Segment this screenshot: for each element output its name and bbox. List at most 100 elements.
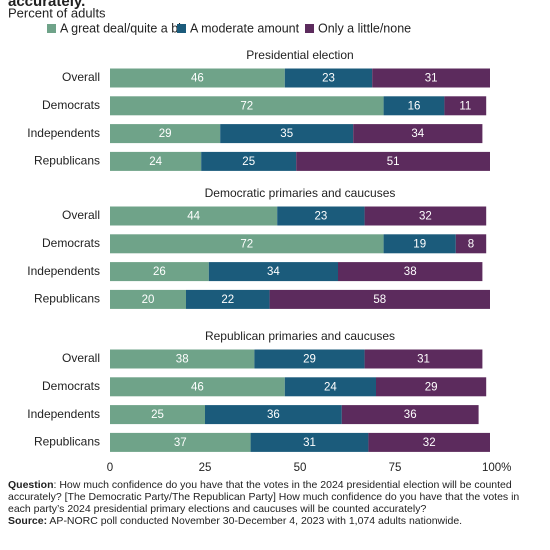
- value-label: 37: [174, 437, 187, 449]
- bar-segment: [208, 262, 338, 282]
- value-label: 26: [153, 266, 166, 278]
- bar-segment: [110, 124, 221, 144]
- bar-segment: [110, 151, 202, 171]
- bar-segment: [110, 405, 205, 425]
- bar-segment: [250, 432, 369, 452]
- bar-segment: [364, 349, 483, 369]
- value-label: 34: [411, 128, 424, 140]
- bar-segment: [201, 151, 297, 171]
- legend-label: Only a little/none: [318, 21, 411, 35]
- value-label: 51: [387, 156, 400, 168]
- y-tick-label: Republicans: [34, 292, 100, 306]
- legend-label: A great deal/quite a bit: [60, 21, 185, 35]
- value-label: 72: [240, 238, 253, 250]
- value-label: 35: [280, 128, 293, 140]
- bar-segment: [186, 289, 270, 309]
- chart-subtitle: Percent of adults: [8, 5, 106, 20]
- value-label: 31: [417, 354, 430, 366]
- bar-segment: [110, 68, 285, 88]
- bar-segment: [383, 234, 456, 254]
- y-tick-label: Independents: [27, 126, 100, 140]
- source-label: Source:: [8, 515, 48, 527]
- value-label: 32: [423, 437, 436, 449]
- y-tick-label: Overall: [62, 70, 100, 84]
- value-label: 58: [373, 294, 386, 306]
- bar-segment: [296, 151, 490, 171]
- x-tick-label: 75: [389, 462, 402, 474]
- y-tick-label: Republicans: [34, 154, 100, 168]
- y-tick-label: Overall: [62, 208, 100, 222]
- bar-segment: [254, 349, 365, 369]
- bar-segment: [205, 405, 342, 425]
- y-tick-label: Democrats: [42, 236, 100, 250]
- chart-title: accurately.: [8, 0, 85, 10]
- value-label: 20: [142, 294, 155, 306]
- bar-segment: [110, 377, 285, 397]
- value-label: 25: [151, 409, 164, 421]
- chart: accurately. Percent of adults A great de…: [8, 0, 511, 474]
- x-tick-label: 100%: [482, 462, 511, 474]
- value-label: 36: [404, 409, 417, 421]
- y-tick-label: Republicans: [34, 435, 100, 449]
- value-label: 36: [267, 409, 280, 421]
- source-text: AP-NORC poll conducted November 30-Decem…: [47, 515, 463, 527]
- value-label: 25: [242, 156, 255, 168]
- footnote: Question: How much confidence do you hav…: [8, 479, 544, 527]
- bar-segment: [353, 124, 483, 144]
- y-tick-label: Democrats: [42, 379, 100, 393]
- bar-segment: [110, 289, 186, 309]
- value-label: 24: [149, 156, 162, 168]
- bar-segment: [220, 124, 354, 144]
- question-text: : How much confidence do you have that t…: [8, 479, 520, 515]
- y-tick-label: Democrats: [42, 98, 100, 112]
- bar-segment: [341, 405, 479, 425]
- value-label: 31: [303, 437, 316, 449]
- value-label: 22: [221, 294, 234, 306]
- bar-segment: [110, 432, 251, 452]
- value-label: 24: [324, 381, 337, 393]
- value-label: 23: [315, 211, 328, 223]
- x-tick-label: 25: [199, 462, 212, 474]
- panel-title: Republican primaries and caucuses: [205, 329, 395, 343]
- question-label: Question: [8, 479, 54, 491]
- value-label: 16: [408, 100, 421, 112]
- x-tick-label: 0: [107, 462, 113, 474]
- panel-title: Presidential election: [246, 48, 353, 62]
- value-label: 29: [303, 354, 316, 366]
- x-tick-label: 50: [294, 462, 307, 474]
- value-label: 46: [191, 381, 204, 393]
- bar-segment: [284, 68, 373, 88]
- bar-segment: [284, 377, 376, 397]
- legend-swatch: [47, 24, 56, 33]
- value-label: 32: [419, 211, 432, 223]
- value-label: 38: [176, 354, 189, 366]
- y-tick-label: Independents: [27, 264, 100, 278]
- bar-segment: [368, 432, 490, 452]
- value-label: 34: [267, 266, 280, 278]
- value-label: 11: [459, 100, 471, 112]
- bar-segment: [444, 96, 487, 116]
- bar-segment: [277, 206, 365, 226]
- legend-swatch: [177, 24, 186, 33]
- value-label: 23: [322, 73, 335, 85]
- value-label: 38: [404, 266, 417, 278]
- value-label: 46: [191, 73, 204, 85]
- bar-segment: [110, 96, 384, 116]
- y-tick-label: Independents: [27, 407, 100, 421]
- bar-segment: [110, 234, 384, 254]
- value-label: 29: [425, 381, 438, 393]
- bar-segment: [383, 96, 445, 116]
- value-label: 44: [187, 211, 200, 223]
- legend-swatch: [305, 24, 314, 33]
- value-label: 8: [468, 238, 474, 250]
- bar-segment: [372, 68, 490, 88]
- panel-title: Democratic primaries and caucuses: [205, 186, 396, 200]
- y-tick-label: Overall: [62, 351, 100, 365]
- bar-segment: [269, 289, 490, 309]
- bar-segment: [110, 349, 255, 369]
- bar-segment: [338, 262, 483, 282]
- value-label: 29: [159, 128, 172, 140]
- bar-segment: [110, 206, 278, 226]
- bar-segment: [364, 206, 487, 226]
